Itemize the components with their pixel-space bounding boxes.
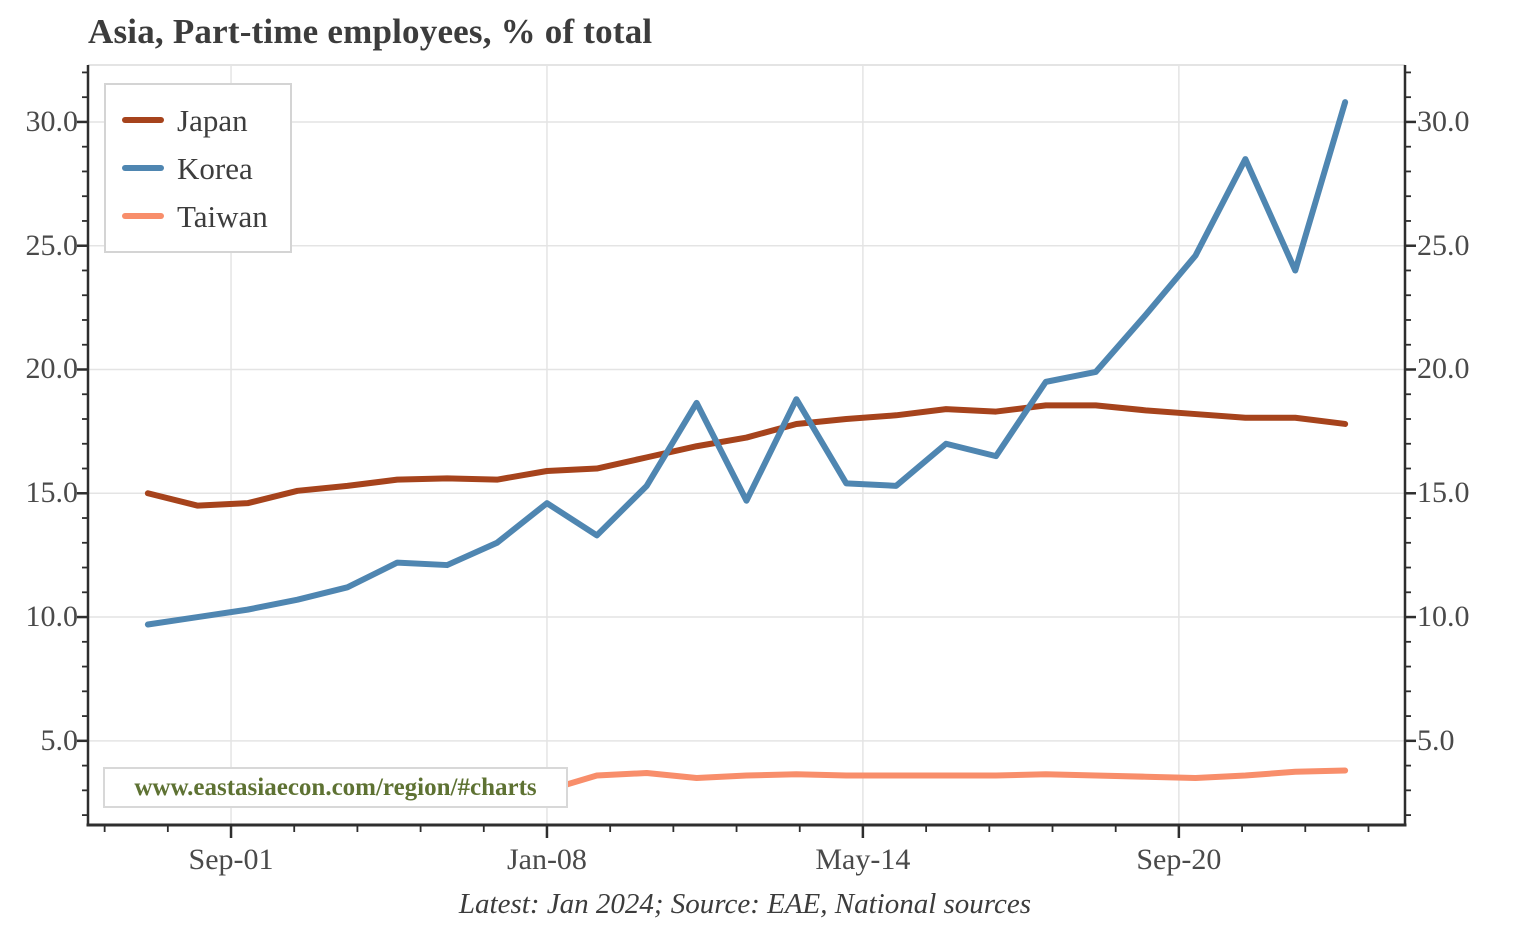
watermark-url: www.eastasiaecon.com/region/#charts [103, 767, 568, 808]
korea-line-swatch [122, 165, 164, 171]
y-axis-tick-label-right: 10.0 [1417, 600, 1470, 634]
legend: Japan Korea Taiwan [104, 83, 292, 253]
y-axis-tick-label-right: 15.0 [1417, 476, 1470, 510]
chart-title: Asia, Part-time employees, % of total [88, 12, 653, 51]
y-axis-tick-label-left: 15.0 [25, 476, 79, 510]
y-axis-tick-label-right: 25.0 [1417, 228, 1470, 262]
series-line-japan [144, 402, 1349, 509]
series-line-korea [144, 99, 1349, 628]
y-axis-tick-label-right: 30.0 [1417, 104, 1470, 138]
taiwan-line-swatch [122, 213, 164, 219]
legend-item-japan: Japan [122, 96, 290, 144]
y-axis-tick-label-left: 25.0 [25, 228, 79, 262]
legend-label-taiwan: Taiwan [177, 198, 268, 234]
x-axis-tick-label: Jan-08 [506, 843, 587, 876]
source-caption: Latest: Jan 2024; Source: EAE, National … [458, 888, 1032, 920]
y-axis-tick-label-right: 20.0 [1417, 352, 1470, 386]
y-axis-tick-label-left: 20.0 [25, 352, 79, 386]
y-axis-tick-label-left: 5.0 [40, 723, 79, 757]
y-axis-tick-label-left: 10.0 [25, 600, 79, 634]
y-axis-tick-label-right: 5.0 [1417, 723, 1455, 757]
x-axis-tick-label: Sep-01 [188, 843, 274, 876]
legend-label-korea: Korea [177, 150, 253, 186]
x-axis-tick-label: May-14 [815, 843, 911, 876]
legend-item-taiwan: Taiwan [122, 192, 290, 240]
japan-line-swatch [122, 117, 164, 123]
x-axis-tick-label: Sep-20 [1136, 843, 1222, 876]
series-line-taiwan [543, 767, 1349, 794]
legend-label-japan: Japan [177, 102, 248, 138]
y-axis-tick-label-left: 30.0 [25, 104, 79, 138]
legend-item-korea: Korea [122, 144, 290, 192]
